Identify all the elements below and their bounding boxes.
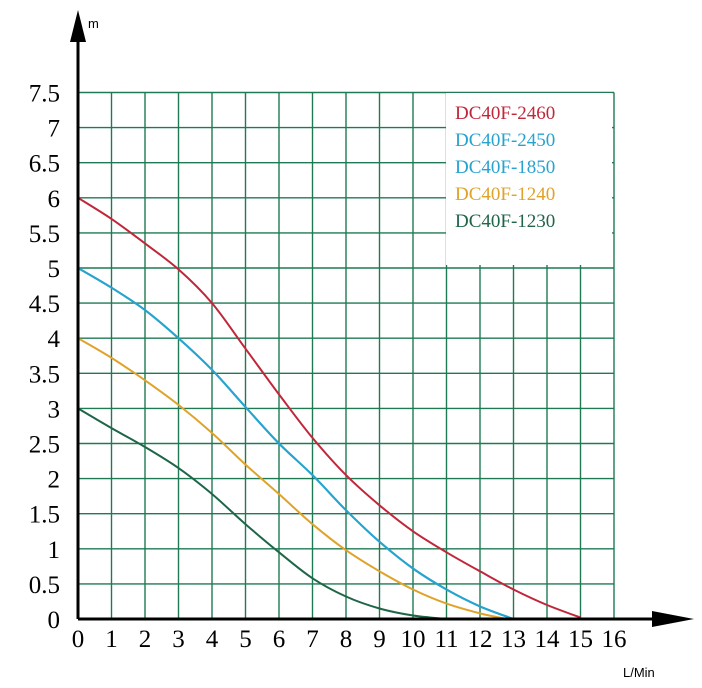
axes (70, 10, 694, 627)
x-tick-label: 16 (602, 626, 627, 653)
y-tick-label: 5 (48, 256, 61, 283)
x-tick-label: 12 (468, 626, 493, 653)
x-axis-arrow-icon (652, 611, 694, 627)
y-tick-label: 4 (48, 326, 61, 353)
legend-entry: DC40F-1850 (455, 157, 555, 178)
x-tick-label: 6 (273, 626, 286, 653)
x-tick-label: 4 (206, 626, 219, 653)
tick-labels: 0 1 2 3 4 5 6 7 8 9 10 11 12 13 14 15 1600.511.522.533.5… (29, 81, 627, 654)
x-tick-label: 1 (105, 626, 118, 653)
legend-box (446, 93, 612, 265)
series-lines (77, 196, 581, 620)
x-tick-label: 5 (239, 626, 252, 653)
y-tick-label: 3.5 (29, 361, 60, 388)
series-line-dc40f-1240 (77, 337, 507, 620)
y-tick-label: 0 (48, 607, 61, 634)
legend-entry: DC40F-1240 (455, 184, 555, 205)
y-tick-label: 6 (48, 186, 61, 213)
x-tick-label: 7 (306, 626, 319, 653)
x-tick-label: 2 (139, 626, 152, 653)
x-tick-label: 3 (172, 626, 185, 653)
y-tick-label: 7 (48, 116, 61, 143)
y-tick-label: 6.5 (29, 151, 60, 178)
x-tick-label: 0 (72, 626, 85, 653)
y-tick-label: 1 (48, 537, 61, 564)
y-tick-label: 2 (48, 467, 61, 494)
series-line-dc40f-1230 (77, 407, 447, 620)
y-tick-label: 7.5 (29, 81, 60, 108)
x-tick-label: 14 (535, 626, 561, 653)
x-tick-label: 8 (340, 626, 353, 653)
y-axis-unit-label: m (88, 16, 99, 31)
y-tick-label: 5.5 (29, 221, 60, 248)
y-tick-label: 2.5 (29, 432, 60, 459)
series-line-dc40f-1850 (77, 267, 514, 620)
x-tick-label: 9 (373, 626, 386, 653)
y-tick-label: 1.5 (29, 502, 60, 529)
legend-entry: DC40F-2450 (455, 130, 555, 151)
y-axis-arrow-icon (70, 10, 86, 42)
x-axis-unit-label: L/Min (623, 665, 655, 680)
y-tick-label: 4.5 (29, 291, 60, 318)
x-tick-label: 15 (568, 626, 593, 653)
x-tick-label: 13 (501, 626, 526, 653)
legend-entry: DC40F-2460 (455, 103, 555, 124)
series-line-dc40f-2460 (77, 196, 581, 619)
x-tick-label: 11 (434, 626, 458, 653)
y-tick-label: 3 (48, 396, 61, 423)
legend: DC40F-2460 DC40F-2450 DC40F-1850 DC40F-1240… (446, 93, 612, 265)
x-tick-label: 10 (401, 626, 426, 653)
y-tick-label: 0.5 (29, 572, 60, 599)
legend-entry: DC40F-1230 (455, 211, 555, 232)
